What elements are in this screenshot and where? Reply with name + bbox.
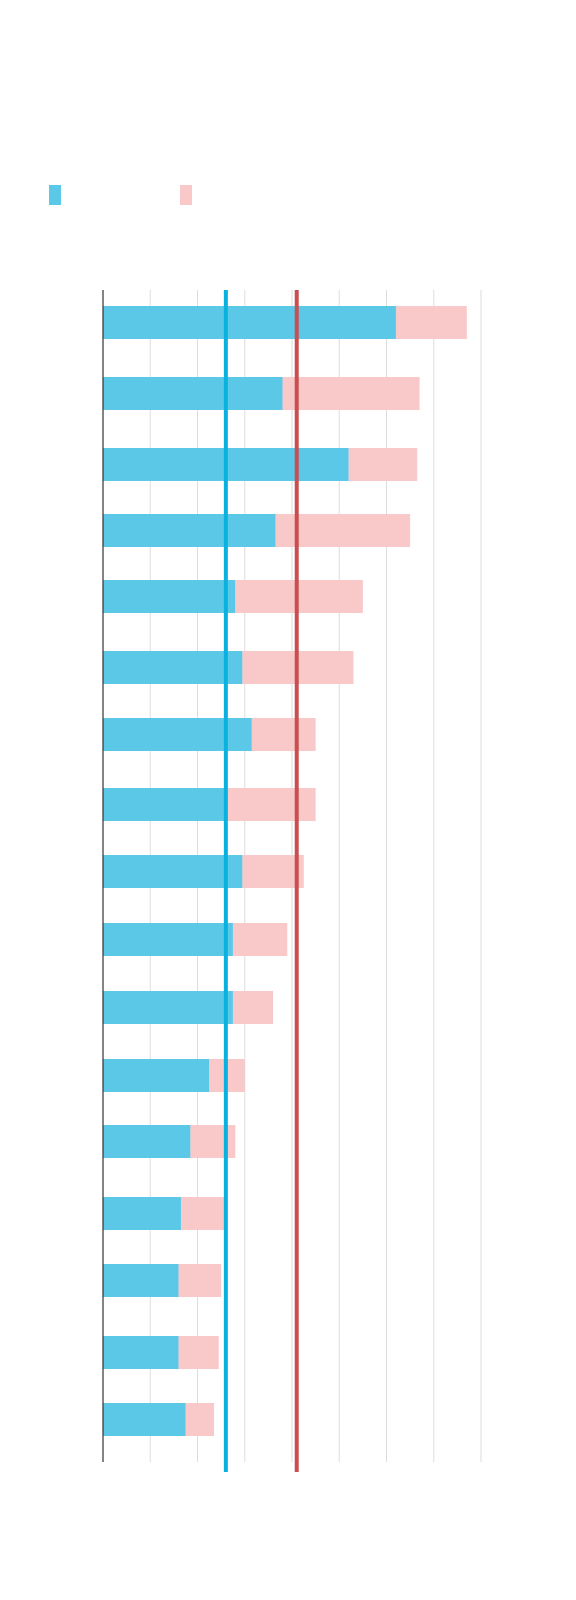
bar-series-1-row-1 bbox=[103, 306, 396, 339]
bar-series-1-row-9 bbox=[103, 855, 243, 888]
bar-series-2-row-5 bbox=[235, 580, 363, 613]
bar-series-2-row-3 bbox=[348, 448, 418, 481]
bar-series-1-row-7 bbox=[103, 718, 252, 751]
bar-series-2-row-7 bbox=[251, 718, 316, 751]
bar-series-1-row-5 bbox=[103, 580, 236, 613]
bar-series-1-row-8 bbox=[103, 788, 226, 821]
bar-series-1-row-2 bbox=[103, 377, 283, 410]
bar-series-2-row-8 bbox=[225, 788, 316, 821]
bar-series-2-row-9 bbox=[242, 855, 304, 888]
bar-series-1-row-17 bbox=[103, 1403, 186, 1436]
bar-series-1-row-11 bbox=[103, 991, 233, 1024]
bar-series-2-row-1 bbox=[395, 306, 467, 339]
bar-series-2-row-14 bbox=[180, 1197, 226, 1230]
bar-series-2-row-16 bbox=[178, 1336, 219, 1369]
legend-swatch-series-2 bbox=[180, 185, 192, 205]
bar-series-2-row-15 bbox=[178, 1264, 222, 1297]
bar-series-1-row-10 bbox=[103, 923, 233, 956]
bar-series-1-row-13 bbox=[103, 1125, 191, 1158]
bar-series-2-row-2 bbox=[282, 377, 420, 410]
bar-series-1-row-12 bbox=[103, 1059, 210, 1092]
bar-series-1-row-14 bbox=[103, 1197, 181, 1230]
bar-series-2-row-17 bbox=[185, 1403, 215, 1436]
bar-series-1-row-4 bbox=[103, 514, 276, 547]
bar-series-2-row-11 bbox=[232, 991, 274, 1024]
bar-series-1-row-6 bbox=[103, 651, 243, 684]
bar-series-2-row-10 bbox=[232, 923, 288, 956]
bar-series-1-row-16 bbox=[103, 1336, 179, 1369]
bar-series-2-row-13 bbox=[190, 1125, 236, 1158]
legend-swatch-series-1 bbox=[49, 185, 61, 205]
bar-series-1-row-15 bbox=[103, 1264, 179, 1297]
